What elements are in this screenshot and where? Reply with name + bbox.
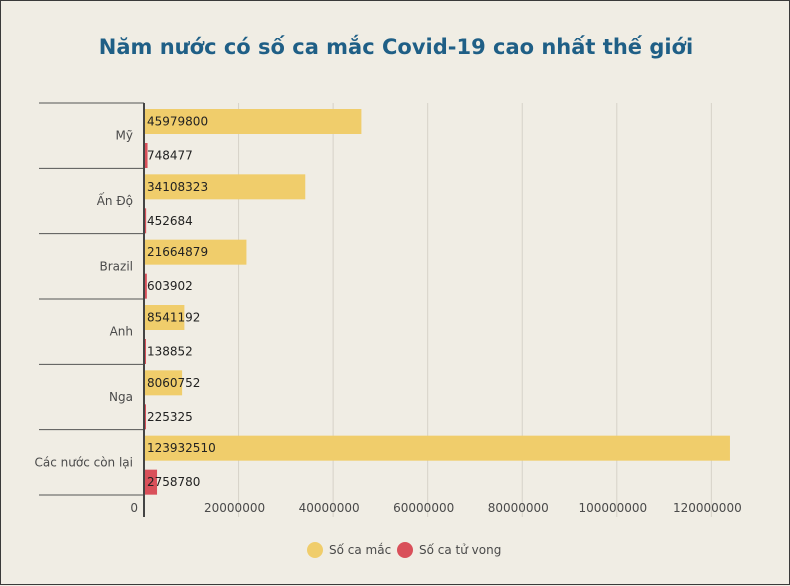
category-label: Nga <box>109 390 133 404</box>
data-label: 21664879 <box>147 245 208 259</box>
category-label: Ấn Độ <box>97 192 133 208</box>
cases-bar <box>144 239 247 265</box>
legend-label: Số ca mắc <box>329 543 391 557</box>
data-label: 603902 <box>147 279 193 293</box>
legend-label: Số ca tử vong <box>419 543 501 557</box>
deaths-bar <box>144 208 147 234</box>
category-label: Mỹ <box>116 129 133 143</box>
x-tick-label: 0 <box>130 501 138 515</box>
data-label: 138852 <box>147 345 193 359</box>
data-label: 45979800 <box>147 115 208 129</box>
legend-cases-marker <box>307 542 323 558</box>
category-label: Các nước còn lại <box>35 455 134 469</box>
data-label: 452684 <box>147 214 193 228</box>
x-tick-label: 60000000 <box>393 501 454 515</box>
category-label: Brazil <box>100 259 134 273</box>
x-tick-label: 100000000 <box>578 501 647 515</box>
cases-bar <box>144 435 730 461</box>
x-tick-label: 20000000 <box>204 501 265 515</box>
category-label: Anh <box>110 325 133 339</box>
data-label: 123932510 <box>147 441 216 455</box>
cases-bar <box>144 305 185 330</box>
data-label: 225325 <box>147 410 193 424</box>
data-label: 748477 <box>147 149 193 163</box>
data-label: 8060752 <box>147 376 200 390</box>
data-label: 8541192 <box>147 311 200 325</box>
data-label: 34108323 <box>147 180 208 194</box>
cases-bar <box>144 109 362 134</box>
deaths-bar <box>144 469 158 495</box>
legend-deaths-marker <box>397 542 413 558</box>
deaths-bar <box>144 273 147 299</box>
cases-bar <box>144 370 183 396</box>
x-tick-label: 80000000 <box>488 501 549 515</box>
data-label: 2758780 <box>147 475 200 489</box>
chart-title: Năm nước có số ca mắc Covid-19 cao nhất … <box>98 35 694 59</box>
x-tick-label: 40000000 <box>299 501 360 515</box>
cases-bar <box>144 174 306 200</box>
deaths-bar <box>144 143 148 168</box>
x-tick-label: 120000000 <box>673 501 742 515</box>
